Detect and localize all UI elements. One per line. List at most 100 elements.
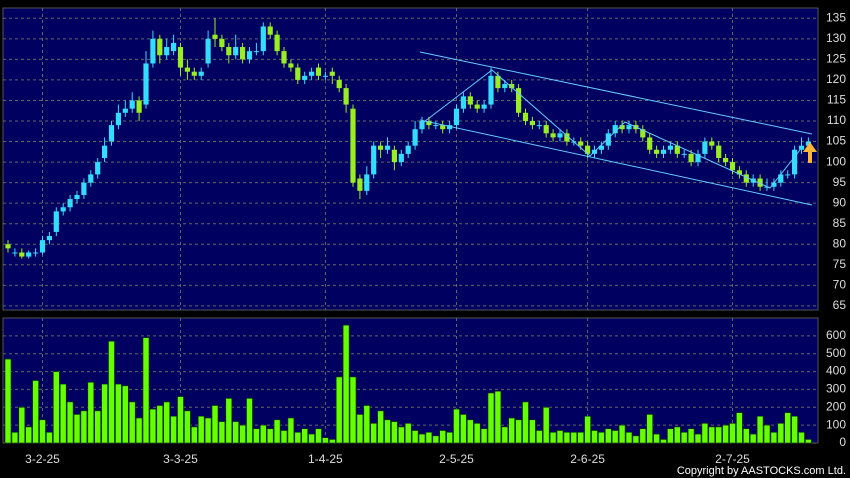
volume-bar [177, 396, 184, 444]
candle-body [267, 26, 273, 35]
volume-bar [722, 424, 729, 444]
volume-bar [542, 406, 550, 444]
volume-bar [625, 431, 633, 444]
candle-body [12, 252, 18, 254]
volume-bar [446, 431, 453, 444]
candle-body [309, 71, 315, 76]
candle-body [81, 182, 87, 195]
volume-bar [473, 423, 481, 444]
trend-lines [419, 51, 813, 206]
candle-body [26, 252, 32, 257]
candle-body [329, 71, 335, 76]
candle-body [467, 96, 473, 105]
volume-bar [577, 431, 585, 444]
volume-bar [432, 435, 440, 444]
volume-bar [384, 419, 391, 444]
y-tick-label: 110 [827, 113, 846, 127]
candle-body [667, 145, 673, 150]
candle-body [695, 153, 701, 163]
candle-body [716, 145, 722, 158]
candle-body [674, 145, 680, 154]
volume-bar [563, 431, 571, 444]
candle-body [5, 244, 11, 249]
candle-body [281, 51, 287, 64]
candle-body [419, 120, 425, 130]
volume-bar [94, 410, 101, 444]
candle-body [536, 125, 542, 127]
volume-bar [266, 428, 274, 444]
candle-body [205, 38, 211, 64]
candle-body [516, 88, 522, 113]
volume-bar [715, 426, 723, 444]
x-tick-label: 1-4-25 [308, 452, 343, 466]
volume-bar [184, 410, 191, 444]
volume-bar [197, 415, 205, 444]
volume-bar [687, 428, 695, 444]
volume-bar [480, 428, 488, 444]
x-tick-label: 2-5-25 [439, 452, 474, 466]
volume-bar [128, 401, 136, 444]
y-tick-label: 115 [827, 93, 846, 107]
candle-body [433, 125, 439, 127]
candle-body [67, 199, 73, 208]
volume-bar [632, 435, 640, 444]
volume-bar [239, 424, 246, 444]
candle-body [198, 71, 204, 76]
volume-bar [108, 340, 115, 444]
volume-bar [73, 414, 81, 444]
candle-body [474, 104, 480, 109]
candle-body [164, 47, 170, 56]
volume-bar [494, 390, 502, 444]
candle-body [226, 47, 232, 56]
volume-bar [529, 419, 536, 444]
candle-body [709, 141, 715, 146]
volume-bar [52, 371, 60, 444]
candle-body [343, 88, 349, 105]
price-panel [2, 7, 819, 311]
candle-body [322, 75, 328, 77]
candle-body [212, 34, 218, 39]
channel-lower [419, 119, 813, 206]
candle-body [240, 47, 246, 60]
volume-bar [370, 423, 378, 444]
candle-body [626, 125, 632, 130]
candle-body [481, 104, 487, 109]
volume-bar [225, 398, 233, 444]
volume-bar [570, 431, 578, 444]
volume-tick-label: 300 [826, 382, 846, 396]
candle-body [736, 170, 742, 175]
volume-bar [149, 408, 157, 444]
volume-bar [404, 423, 412, 444]
y-tick-label: 80 [833, 236, 847, 250]
candle-body [171, 42, 177, 52]
candle-body [460, 96, 466, 109]
volume-bar [315, 428, 322, 444]
volume-tick-label: 600 [826, 328, 846, 342]
volume-bar [191, 426, 198, 444]
volume-bar [708, 426, 716, 444]
volume-bar [784, 412, 792, 444]
volume-bar [322, 437, 329, 444]
candle-body [426, 120, 432, 126]
volume-bar [25, 426, 33, 444]
candle-body [729, 162, 736, 171]
candle-body [502, 84, 508, 89]
candle-body [364, 174, 370, 191]
volume-bar [460, 414, 467, 444]
copyright: Copyright by AASTOCKS.com Ltd. [677, 465, 846, 477]
candle-body [792, 149, 798, 175]
volume-bar [218, 421, 226, 444]
candle-body [253, 51, 259, 53]
candle-body [53, 211, 59, 232]
candle-body [150, 38, 156, 64]
volume-bar [246, 398, 253, 444]
x-tick-label: 3-2-25 [25, 452, 60, 466]
candle-body [233, 47, 239, 56]
candle-body [39, 240, 46, 253]
volume-bar [328, 439, 336, 444]
volume-bar [122, 385, 129, 444]
candle-body [33, 252, 39, 254]
candle-body [371, 145, 377, 175]
candle-body [605, 133, 611, 146]
candle-body [350, 108, 356, 183]
